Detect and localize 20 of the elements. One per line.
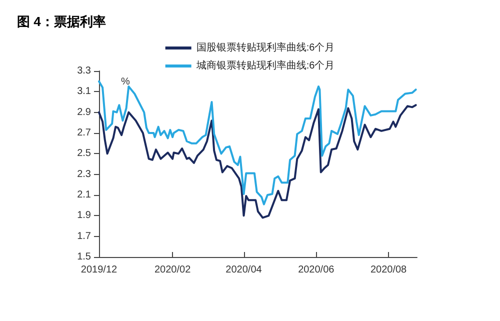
y-tick-label: 2.1 [77,190,92,200]
chart-title: 图 4：票据利率 [17,14,106,29]
x-tick-label: 2020/06 [298,264,335,276]
y-tick-label: 2.7 [77,128,92,138]
y-axis-title: % [121,76,130,88]
y-tick-label: 3.1 [77,86,92,98]
y-tick-label: 2.5 [77,148,92,160]
legend-label: 城商银票转贴现利率曲线:6个月 [195,60,335,72]
line-series [98,104,417,219]
y-tick-label: 2.9 [77,106,92,118]
y-tick-label: 1.7 [77,230,92,242]
legend-label: 国股银票转贴现利率曲线:6个月 [196,42,335,54]
y-tick-label: 1.5 [77,252,92,262]
y-tick-label: 2.3 [77,168,92,180]
x-tick-label: 2020/08 [370,264,408,276]
y-tick-label: 3.3 [77,66,92,76]
y-tick-label: 1.9 [77,210,92,222]
x-tick-label: 2020/02 [154,264,192,276]
x-tick-label: 2019/12 [80,264,118,276]
x-tick-label: 2020/04 [226,264,262,276]
